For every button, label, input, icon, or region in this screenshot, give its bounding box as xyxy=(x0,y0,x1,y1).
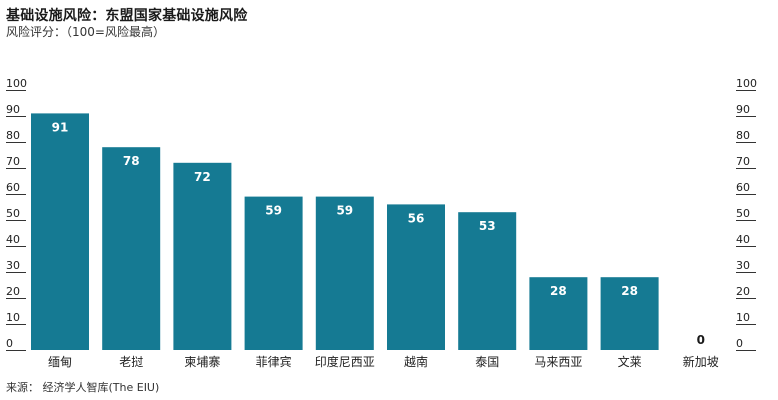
right-axis-tick-label: 80 xyxy=(736,129,750,142)
data-label: 28 xyxy=(550,284,567,298)
right-axis: 0 10 20 30 40 50 60 70 80 90 100 xyxy=(736,77,757,351)
chart-subtitle: 风险评分：（100=风险最高） xyxy=(6,25,165,39)
category-label: 泰国 xyxy=(475,355,499,369)
right-axis-tick-label: 100 xyxy=(736,77,757,90)
left-axis-tick-label: 0 xyxy=(6,337,13,350)
bar xyxy=(244,196,303,350)
data-label: 78 xyxy=(123,154,140,168)
category-label: 印度尼西亚 xyxy=(315,354,375,369)
data-label: 0 xyxy=(697,333,705,347)
left-axis-tick-label: 20 xyxy=(6,285,20,298)
right-axis-tick-label: 0 xyxy=(736,337,743,350)
right-axis-tick-label: 40 xyxy=(736,233,750,246)
category-label: 老挝 xyxy=(119,355,143,369)
right-axis-tick-label: 10 xyxy=(736,311,750,324)
right-axis-tick-label: 60 xyxy=(736,181,750,194)
left-axis-tick-label: 10 xyxy=(6,311,20,324)
data-label: 53 xyxy=(479,219,496,233)
right-axis-tick-label: 20 xyxy=(736,285,750,298)
data-label: 59 xyxy=(336,204,353,218)
category-label: 缅甸 xyxy=(48,355,72,369)
left-axis: 0 10 20 30 40 50 60 70 80 90 100 xyxy=(6,77,27,351)
source-note: 来源： 经济学人智库(The EIU) xyxy=(6,381,160,394)
left-axis-tick-label: 40 xyxy=(6,233,20,246)
right-axis-tick-label: 70 xyxy=(736,155,750,168)
category-label: 柬埔寨 xyxy=(184,354,220,369)
data-label: 28 xyxy=(621,284,638,298)
category-labels: 缅甸 老挝 柬埔寨 菲律宾 印度尼西亚 越南 泰国 马来西亚 文莱 新加坡 xyxy=(48,354,719,369)
data-label: 72 xyxy=(194,170,211,184)
left-axis-tick-label: 100 xyxy=(6,77,27,90)
bar xyxy=(529,277,588,350)
data-labels: 91 78 72 59 59 56 53 28 28 0 xyxy=(52,120,705,347)
left-axis-tick-label: 70 xyxy=(6,155,20,168)
data-label: 59 xyxy=(265,204,282,218)
bar xyxy=(31,113,89,351)
bar xyxy=(458,212,517,350)
category-label: 越南 xyxy=(404,354,428,369)
category-label: 菲律宾 xyxy=(256,354,292,369)
category-label: 马来西亚 xyxy=(534,355,582,369)
data-label: 56 xyxy=(408,211,425,225)
right-axis-tick-label: 50 xyxy=(736,207,750,220)
left-axis-tick-label: 80 xyxy=(6,129,20,142)
bar xyxy=(315,196,374,350)
left-axis-tick-label: 60 xyxy=(6,181,20,194)
left-axis-tick-label: 30 xyxy=(6,259,20,272)
category-label: 新加坡 xyxy=(683,354,719,369)
right-axis-tick-label: 90 xyxy=(736,103,750,116)
bar xyxy=(173,162,232,350)
right-axis-tick-label: 30 xyxy=(736,259,750,272)
bar xyxy=(102,147,161,350)
bars xyxy=(31,113,659,351)
category-label: 文莱 xyxy=(618,354,642,369)
bar xyxy=(600,277,659,350)
left-axis-tick-label: 50 xyxy=(6,207,20,220)
left-axis-tick-label: 90 xyxy=(6,103,20,116)
chart-title: 基础设施风险：东盟国家基础设施风险 xyxy=(6,8,248,24)
data-label: 91 xyxy=(52,120,69,134)
bar xyxy=(387,204,445,350)
